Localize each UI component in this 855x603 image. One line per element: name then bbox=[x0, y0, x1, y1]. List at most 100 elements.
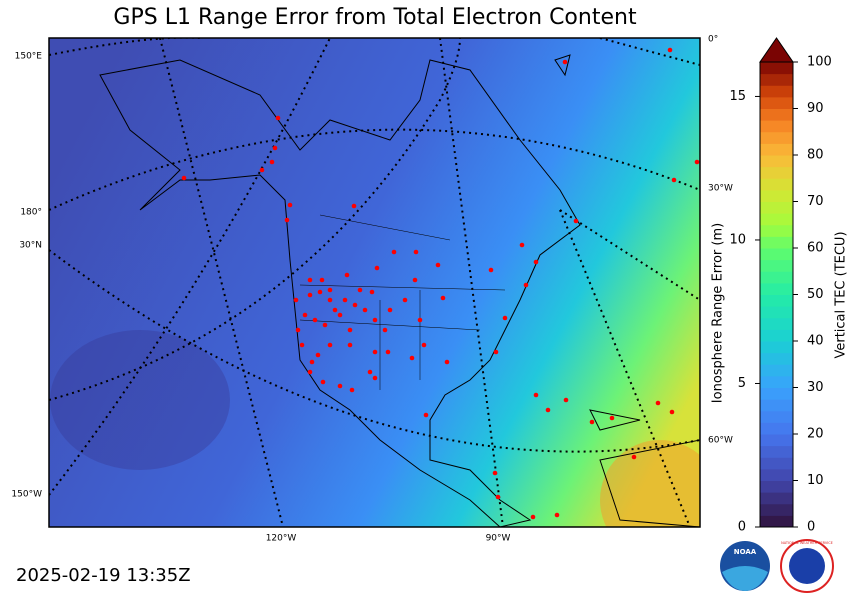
station bbox=[332, 307, 338, 313]
graticule-label: 90°W bbox=[486, 534, 511, 544]
station bbox=[352, 302, 358, 308]
station bbox=[372, 317, 378, 323]
tec-tick-label: 90 bbox=[807, 101, 824, 116]
graticule-label: 150°E bbox=[15, 52, 43, 62]
graticule-label: 180° bbox=[20, 208, 42, 218]
stations bbox=[181, 47, 700, 520]
station bbox=[523, 282, 529, 288]
range-error-label: Ionosphere Range Error (m) bbox=[711, 223, 726, 403]
station bbox=[309, 359, 315, 365]
colorbar-band bbox=[760, 201, 793, 214]
tec-tick-label: 10 bbox=[807, 473, 824, 488]
station bbox=[669, 409, 675, 415]
colorbar-band bbox=[760, 422, 793, 435]
station bbox=[533, 392, 539, 398]
station bbox=[293, 297, 299, 303]
station bbox=[492, 470, 498, 476]
colorbar-band bbox=[760, 515, 793, 528]
coastline bbox=[99, 59, 581, 527]
colorbar-band bbox=[760, 410, 793, 423]
station bbox=[655, 400, 661, 406]
colorbar-band bbox=[760, 282, 793, 295]
tec-tick-label: 100 bbox=[807, 55, 832, 70]
tec-tick-label: 20 bbox=[807, 427, 824, 442]
station bbox=[694, 159, 700, 165]
station bbox=[307, 292, 313, 298]
station bbox=[272, 145, 278, 151]
tec-tick-label: 0 bbox=[807, 520, 815, 535]
colorbar-band bbox=[760, 73, 793, 86]
station bbox=[337, 383, 343, 389]
station bbox=[369, 289, 375, 295]
station bbox=[519, 242, 525, 248]
tec-tick-label: 30 bbox=[807, 380, 824, 395]
range-error-tick-label: 10 bbox=[729, 232, 746, 247]
station bbox=[319, 277, 325, 283]
colorbar-band bbox=[760, 131, 793, 144]
station bbox=[357, 287, 363, 293]
station bbox=[493, 349, 499, 355]
colorbar: 0 10 20 30 40 50 60 70 80 90 100 0 5 10 15 bbox=[729, 37, 832, 535]
colorbar-band bbox=[760, 352, 793, 365]
colorbar-band bbox=[760, 480, 793, 493]
station bbox=[327, 287, 333, 293]
colorbar-band bbox=[760, 445, 793, 458]
colorbar-extend bbox=[759, 37, 794, 63]
map-frame bbox=[48, 37, 701, 528]
station bbox=[387, 307, 393, 313]
station bbox=[322, 322, 328, 328]
noaa-logo: NOAA bbox=[720, 541, 770, 591]
colorbar-band bbox=[760, 317, 793, 330]
station bbox=[545, 407, 551, 413]
title: GPS L1 Range Error from Total Electron C… bbox=[113, 5, 637, 30]
colorbar-band bbox=[760, 62, 793, 75]
station bbox=[563, 397, 569, 403]
colorbar-band bbox=[760, 213, 793, 226]
station bbox=[409, 355, 415, 361]
station bbox=[259, 167, 265, 173]
map bbox=[49, 38, 700, 527]
station bbox=[444, 359, 450, 365]
graticule-label: 150°W bbox=[11, 490, 42, 500]
colorbar-band bbox=[760, 375, 793, 388]
colorbar-label: Vertical TEC (TECU) bbox=[834, 231, 849, 358]
station bbox=[269, 159, 275, 165]
station bbox=[488, 267, 494, 273]
station bbox=[609, 415, 615, 421]
nws-text: NATIONAL WEATHER SERVICE bbox=[781, 541, 833, 545]
noaa-text: NOAA bbox=[734, 548, 757, 556]
range-error-tick-label: 0 bbox=[738, 520, 746, 535]
station bbox=[302, 312, 308, 318]
tec-tick-label: 60 bbox=[807, 241, 824, 256]
station bbox=[530, 514, 536, 520]
colorbar-band bbox=[760, 224, 793, 237]
colorbar-band bbox=[760, 236, 793, 249]
station bbox=[502, 315, 508, 321]
colorbar-band bbox=[760, 178, 793, 191]
tec-tick-label: 40 bbox=[807, 334, 824, 349]
station bbox=[554, 512, 560, 518]
station bbox=[351, 203, 357, 209]
station bbox=[284, 217, 290, 223]
colorbar-band bbox=[760, 341, 793, 354]
borders bbox=[299, 214, 506, 390]
station bbox=[347, 327, 353, 333]
colorbar-band bbox=[760, 271, 793, 284]
colorbar-band bbox=[760, 248, 793, 261]
station bbox=[362, 307, 368, 313]
colorbar-band bbox=[760, 108, 793, 121]
colorbar-band bbox=[760, 306, 793, 319]
station bbox=[181, 175, 187, 181]
tec-field bbox=[49, 38, 700, 527]
station bbox=[367, 369, 373, 375]
station bbox=[315, 352, 321, 358]
station bbox=[417, 317, 423, 323]
timestamp: 2025-02-19 13:35Z bbox=[16, 565, 191, 586]
station bbox=[299, 342, 305, 348]
colorbar-band bbox=[760, 96, 793, 109]
colorbar-band bbox=[760, 294, 793, 307]
station bbox=[385, 349, 391, 355]
graticule-label: 30°W bbox=[708, 184, 733, 194]
